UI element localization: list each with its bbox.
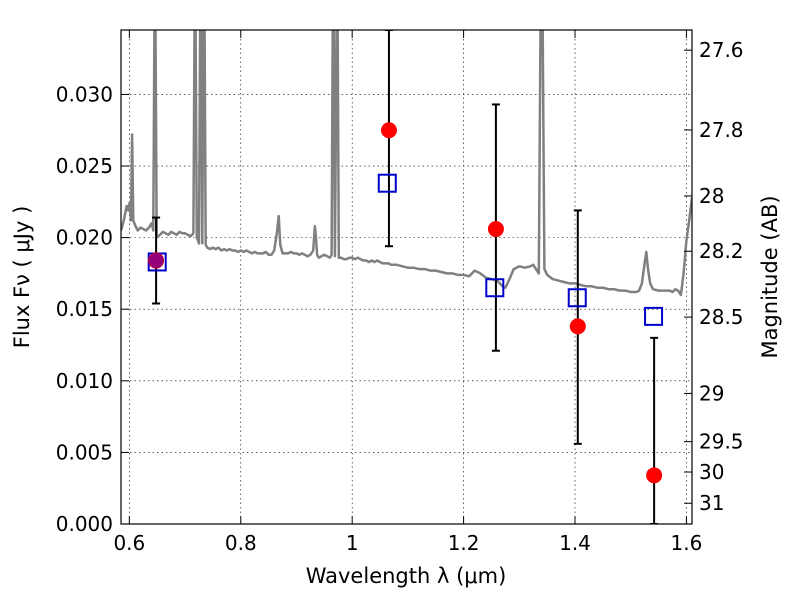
- y-tick-label: 0.015: [56, 297, 113, 321]
- observed-point: [569, 318, 586, 335]
- x-tick-label: 1.4: [559, 531, 591, 555]
- right-tick-label: 29.5: [699, 430, 744, 454]
- observed-point: [487, 221, 504, 238]
- x-tick-label: 1.6: [671, 531, 703, 555]
- observed-point: [380, 122, 397, 139]
- right-tick-label: 28: [699, 184, 724, 208]
- right-tick-label: 28.2: [699, 239, 744, 263]
- plot-frame: [120, 29, 693, 525]
- right-tick-label: 27.8: [699, 118, 744, 142]
- observed-point: [646, 467, 663, 484]
- overlap-point: [148, 253, 164, 269]
- x-tick-label: 1: [346, 531, 359, 555]
- x-tick-label: 0.6: [113, 531, 145, 555]
- y-tick-label: 0.010: [56, 369, 113, 393]
- model-point: [377, 173, 397, 193]
- y-axis-label: Flux Fν ( μJy ): [10, 206, 34, 349]
- model-spectrum-line: [121, 30, 692, 297]
- x-tick-label: 0.8: [225, 531, 257, 555]
- right-tick-label: 27.6: [699, 38, 744, 62]
- x-axis-label: Wavelength λ (μm): [306, 564, 507, 588]
- model-point: [485, 278, 505, 298]
- x-tick-label: 1.2: [448, 531, 480, 555]
- plot-background: [121, 30, 692, 524]
- y-tick-label: 0.025: [56, 154, 113, 178]
- model-point: [644, 306, 664, 326]
- right-tick-label: 30: [699, 460, 724, 484]
- right-axis-label: Magnitude (AB): [758, 195, 782, 358]
- y-tick-label: 0.030: [56, 82, 113, 106]
- y-tick-label: 0.020: [56, 226, 113, 250]
- right-tick-label: 28.5: [699, 305, 744, 329]
- model-point: [567, 288, 587, 308]
- observed-photometry-series: [148, 122, 663, 484]
- y-tick-label: 0.005: [56, 440, 113, 464]
- spectrum-series: [121, 30, 692, 297]
- axis-ticks: 0.6 0.8 1 1.2 1.4 1.6 0.000 0.005 0.010 0.015 0.02…: [56, 30, 744, 555]
- right-tick-label: 29: [699, 381, 724, 405]
- y-tick-label: 0.000: [56, 512, 113, 536]
- right-tick-label: 31: [699, 491, 724, 515]
